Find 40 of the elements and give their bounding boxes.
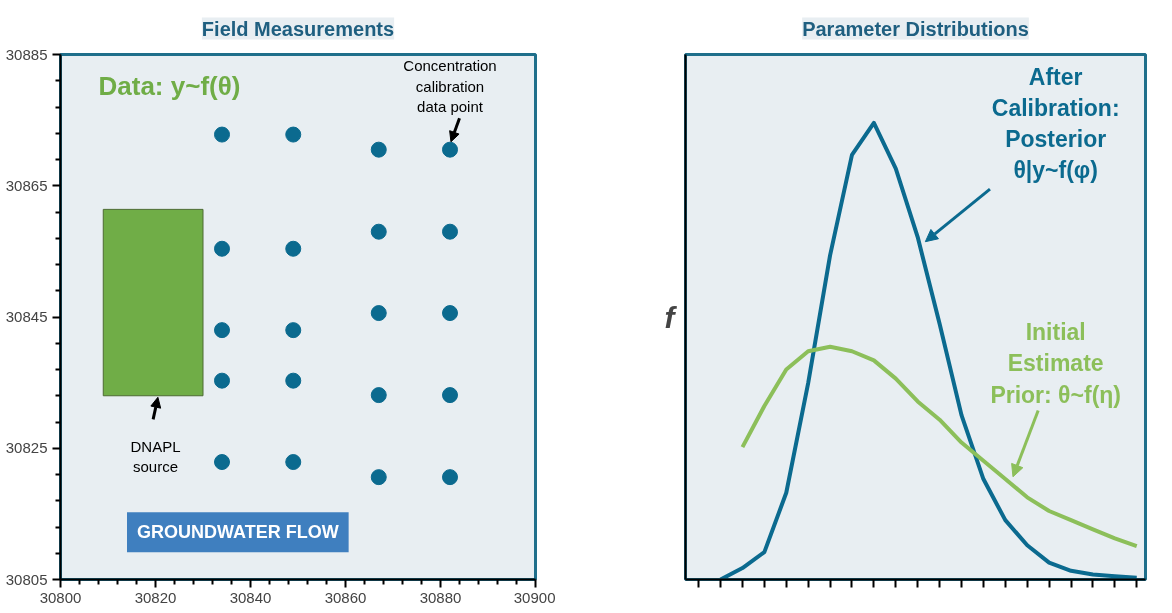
annotation: Concentration calibration data point — [403, 57, 497, 115]
point — [370, 469, 387, 486]
x-tick-label: 30880 — [419, 588, 462, 606]
point — [370, 305, 387, 322]
y-axis-title: f — [664, 300, 678, 334]
annotation: GROUNDWATER FLOW — [137, 522, 339, 543]
y-tick-label: 30885 — [5, 45, 48, 63]
series-label: Initial Estimate Prior: θ~f(η) — [990, 319, 1121, 408]
point — [285, 322, 302, 339]
point — [285, 372, 302, 389]
point — [214, 454, 230, 471]
point — [214, 372, 230, 389]
point — [370, 223, 387, 240]
x-tick-label: 30900 — [513, 588, 556, 606]
point — [442, 305, 458, 322]
point — [285, 454, 302, 471]
y-tick-label: 30845 — [5, 308, 48, 325]
point — [285, 126, 302, 143]
point — [214, 322, 230, 339]
point — [442, 141, 458, 158]
point — [370, 387, 387, 404]
point — [442, 469, 458, 486]
y-tick-label: 30805 — [5, 570, 48, 588]
y-tick-label: 30865 — [5, 176, 48, 194]
x-tick-label: 30820 — [134, 588, 177, 606]
point — [442, 223, 458, 240]
x-tick-label: 30840 — [229, 588, 272, 606]
chart-title: Parameter Distributions — [802, 17, 1029, 40]
annotation: DNAPL source — [130, 437, 181, 476]
y-tick-label: 30825 — [5, 439, 48, 457]
point — [214, 126, 230, 143]
x-tick-label: 30800 — [39, 588, 82, 606]
point — [214, 240, 230, 257]
annotation: Data: y~f(θ) — [98, 71, 241, 101]
text: After Calibration: Posterior θ|y~f(φ) — [991, 63, 1120, 184]
point — [370, 141, 387, 158]
chart-title: Field Measurements — [201, 17, 395, 40]
point — [285, 240, 302, 257]
point — [442, 387, 458, 404]
x-tick-label: 30860 — [324, 588, 367, 606]
